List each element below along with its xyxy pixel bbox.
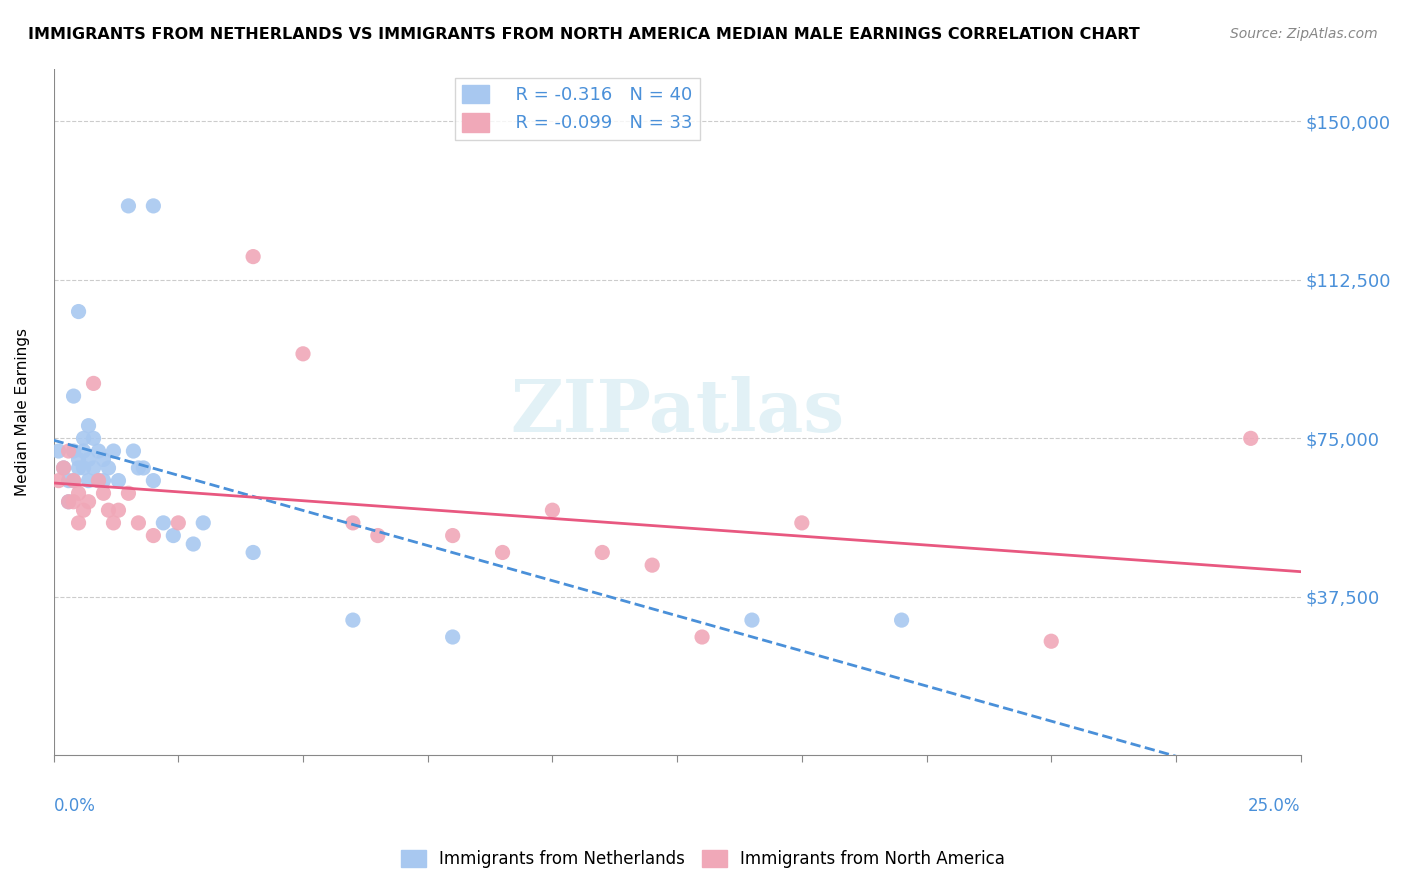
Point	[107, 474, 129, 488]
Point	[193, 516, 215, 530]
Point	[107, 503, 129, 517]
Point	[790, 516, 813, 530]
Point	[77, 418, 100, 433]
Point	[103, 444, 125, 458]
Point	[83, 376, 105, 391]
Text: Source: ZipAtlas.com: Source: ZipAtlas.com	[1230, 27, 1378, 41]
Point	[117, 486, 139, 500]
Point	[122, 444, 145, 458]
Point	[1240, 431, 1263, 445]
Point	[890, 613, 912, 627]
Point	[62, 474, 84, 488]
Point	[491, 545, 513, 559]
Point	[67, 516, 90, 530]
Point	[87, 474, 110, 488]
Point	[441, 528, 464, 542]
Point	[52, 461, 75, 475]
Legend: Immigrants from Netherlands, Immigrants from North America: Immigrants from Netherlands, Immigrants …	[394, 843, 1012, 875]
Point	[541, 503, 564, 517]
Point	[367, 528, 389, 542]
Point	[142, 199, 165, 213]
Point	[77, 495, 100, 509]
Point	[181, 537, 204, 551]
Point	[591, 545, 613, 559]
Point	[83, 431, 105, 445]
Text: ZIPatlas: ZIPatlas	[510, 376, 844, 448]
Point	[292, 347, 315, 361]
Point	[72, 503, 94, 517]
Point	[62, 474, 84, 488]
Point	[62, 444, 84, 458]
Point	[52, 461, 75, 475]
Point	[242, 545, 264, 559]
Point	[58, 495, 80, 509]
Point	[58, 474, 80, 488]
Legend:   R = -0.316   N = 40,   R = -0.099   N = 33: R = -0.316 N = 40, R = -0.099 N = 33	[456, 78, 700, 140]
Point	[127, 461, 149, 475]
Point	[242, 250, 264, 264]
Point	[77, 474, 100, 488]
Point	[152, 516, 174, 530]
Point	[48, 444, 70, 458]
Point	[97, 503, 120, 517]
Point	[67, 452, 90, 467]
Text: 25.0%: 25.0%	[1249, 797, 1301, 814]
Point	[1040, 634, 1063, 648]
Point	[741, 613, 763, 627]
Point	[67, 461, 90, 475]
Point	[48, 474, 70, 488]
Point	[83, 461, 105, 475]
Point	[62, 495, 84, 509]
Point	[132, 461, 155, 475]
Text: 0.0%: 0.0%	[53, 797, 96, 814]
Point	[142, 474, 165, 488]
Y-axis label: Median Male Earnings: Median Male Earnings	[15, 328, 30, 496]
Point	[142, 528, 165, 542]
Point	[58, 495, 80, 509]
Point	[72, 431, 94, 445]
Point	[162, 528, 184, 542]
Point	[641, 558, 664, 573]
Point	[117, 199, 139, 213]
Point	[67, 486, 90, 500]
Point	[58, 444, 80, 458]
Point	[87, 474, 110, 488]
Point	[62, 389, 84, 403]
Point	[72, 461, 94, 475]
Point	[690, 630, 713, 644]
Point	[93, 486, 115, 500]
Point	[167, 516, 190, 530]
Point	[97, 461, 120, 475]
Point	[342, 613, 364, 627]
Point	[93, 474, 115, 488]
Point	[77, 452, 100, 467]
Point	[103, 516, 125, 530]
Point	[72, 444, 94, 458]
Point	[93, 452, 115, 467]
Point	[87, 444, 110, 458]
Point	[441, 630, 464, 644]
Text: IMMIGRANTS FROM NETHERLANDS VS IMMIGRANTS FROM NORTH AMERICA MEDIAN MALE EARNING: IMMIGRANTS FROM NETHERLANDS VS IMMIGRANT…	[28, 27, 1140, 42]
Point	[127, 516, 149, 530]
Point	[67, 304, 90, 318]
Point	[342, 516, 364, 530]
